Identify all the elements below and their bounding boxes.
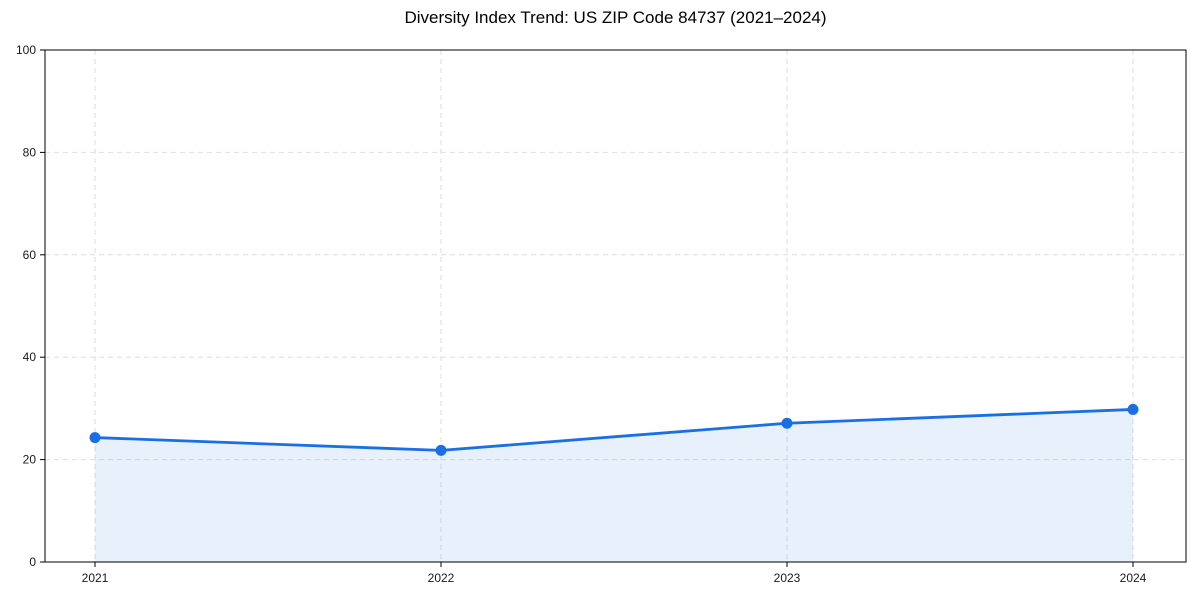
trend-line: [93, 408, 1135, 452]
data-point: [435, 444, 447, 456]
y-tick-label: 100: [16, 43, 36, 57]
x-tick-label: 2023: [774, 571, 801, 585]
chart-title: Diversity Index Trend: US ZIP Code 84737…: [404, 8, 827, 27]
plot-border: [44, 49, 1187, 563]
data-point: [781, 417, 793, 429]
y-tick-label: 20: [23, 453, 37, 467]
data-point: [1127, 403, 1139, 415]
data-point: [89, 432, 101, 444]
y-tick-label: 40: [23, 350, 37, 364]
x-tick-label: 2021: [82, 571, 109, 585]
area-fill: [95, 409, 1133, 562]
y-tick-label: 0: [29, 555, 36, 569]
y-tick-label: 60: [23, 248, 37, 262]
x-tick-label: 2022: [428, 571, 455, 585]
y-tick-label: 80: [23, 145, 37, 159]
x-tick-label: 2024: [1120, 571, 1147, 585]
